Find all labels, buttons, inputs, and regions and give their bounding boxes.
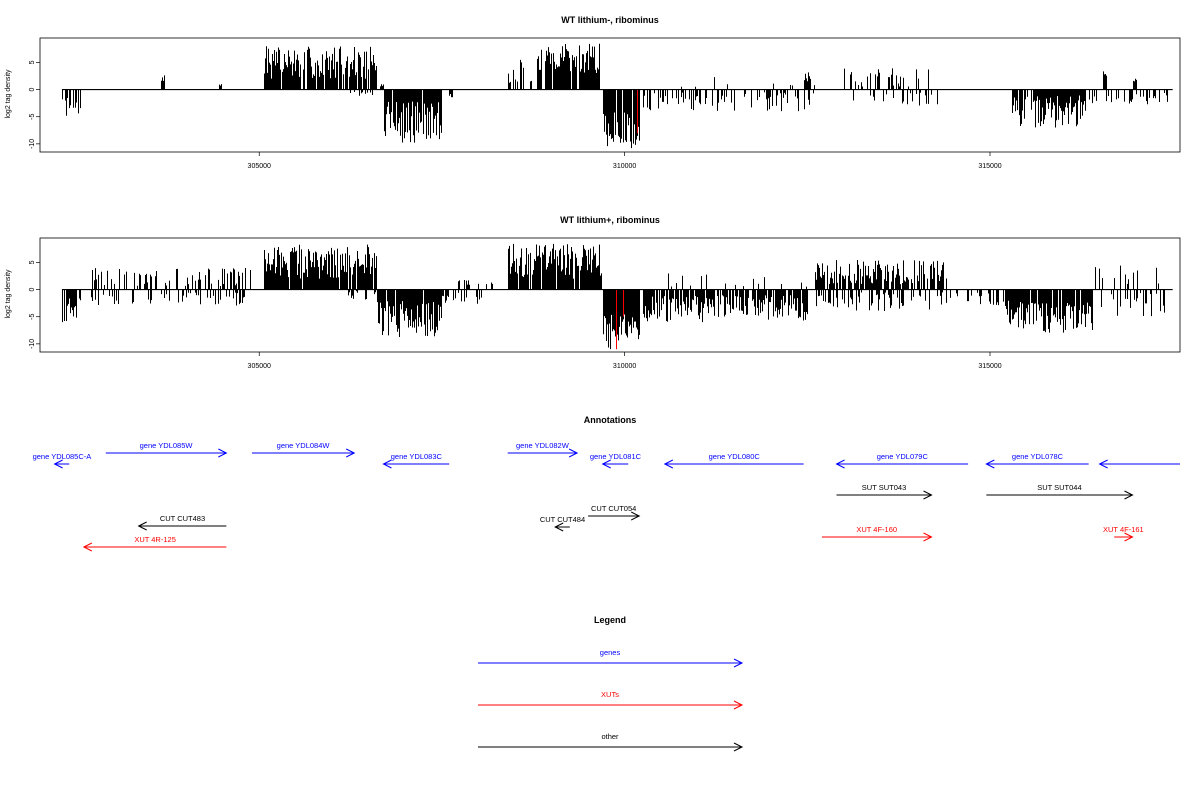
feature-arrow-head — [1098, 459, 1108, 469]
feature-label: XUT 4F-161 — [1103, 525, 1144, 534]
density-bars — [62, 243, 1165, 350]
feature-arrow-head — [1124, 532, 1134, 542]
feature-arrow-head — [1124, 490, 1134, 500]
legend-label: other — [601, 732, 619, 741]
track-panel-lithium-minus: WT lithium-, ribominus log2 tag density … — [5, 15, 1181, 170]
track-title: WT lithium+, ribominus — [560, 215, 660, 225]
feature-label: gene YDL083C — [391, 452, 443, 461]
feature-label: gene YDL085C-A — [33, 452, 92, 461]
feature-arrow-head — [137, 521, 147, 531]
y-tick-label: -10 — [29, 139, 36, 149]
annotation-feature: gene YDL078C — [985, 452, 1089, 469]
x-tick-label: 310000 — [613, 163, 636, 170]
feature-label: CUT CUT054 — [591, 504, 636, 513]
annotation-feature: XUT 4F-160 — [821, 525, 933, 542]
annotation-feature: CUT CUT054 — [588, 504, 641, 521]
feature-arrow-head — [53, 459, 63, 469]
y-tick-label: 5 — [29, 60, 36, 64]
feature-arrow-head — [382, 459, 392, 469]
feature-arrow-head — [923, 532, 933, 542]
feature-arrow-head — [346, 448, 356, 458]
feature-label: gene YDL080C — [709, 452, 761, 461]
legend-label: XUTs — [601, 690, 619, 699]
feature-label: gene YDL078C — [1012, 452, 1064, 461]
annotation-feature: CUT CUT483 — [137, 514, 227, 531]
legend-item: genes — [478, 648, 744, 668]
feature-arrow-head — [835, 459, 845, 469]
x-tick-label: 305000 — [248, 163, 271, 170]
legend-arrow-head — [733, 658, 744, 668]
feature-arrow-head — [923, 490, 933, 500]
plot-frame — [39, 237, 1181, 353]
x-tick-label: 310000 — [613, 363, 636, 370]
plot-frame — [39, 37, 1181, 153]
feature-label: gene YDL084W — [277, 441, 331, 450]
feature-arrow-head — [663, 459, 674, 469]
highlight-bars — [616, 289, 624, 350]
feature-arrow-head — [568, 448, 579, 458]
feature-arrow-head — [218, 448, 228, 458]
annotation-feature: gene YDL084W — [251, 441, 356, 458]
y-axis-label: log2 tag density — [5, 69, 12, 119]
feature-label: gene YDL085W — [140, 441, 194, 450]
y-tick-label: -5 — [29, 114, 36, 120]
feature-label: gene YDL081C — [590, 452, 642, 461]
annotation-feature: gene YDL081C — [590, 452, 642, 469]
feature-label: SUT SUT043 — [862, 483, 906, 492]
feature-arrow-head — [985, 459, 995, 469]
feature-label: XUT 4R-125 — [134, 535, 176, 544]
annotation-feature — [1098, 459, 1180, 469]
annotation-feature: CUT CUT484 — [540, 515, 585, 532]
annotation-feature: SUT SUT043 — [836, 483, 933, 500]
annotation-feature: XUT 4R-125 — [82, 535, 227, 552]
track-title: WT lithium-, ribominus — [561, 15, 659, 25]
annotation-feature: gene YDL082W — [507, 441, 579, 458]
y-tick-label: -5 — [29, 314, 36, 320]
feature-label: CUT CUT484 — [540, 515, 585, 524]
annotation-feature: gene YDL083C — [382, 452, 450, 469]
track-panel-lithium-plus: WT lithium+, ribominus log2 tag density … — [5, 215, 1181, 370]
feature-arrow-head — [631, 511, 641, 521]
legend-panel: Legend genes XUTs other — [478, 615, 744, 752]
feature-label: SUT SUT044 — [1037, 483, 1081, 492]
legend-title: Legend — [594, 615, 626, 625]
y-tick-label: 5 — [29, 260, 36, 264]
x-tick-label: 315000 — [978, 163, 1001, 170]
feature-arrow-head — [601, 459, 611, 469]
x-tick-label: 315000 — [978, 363, 1001, 370]
legend-arrow-head — [733, 700, 744, 710]
y-tick-label: 0 — [29, 288, 36, 292]
feature-label: gene YDL079C — [877, 452, 929, 461]
legend-arrow-head — [733, 742, 744, 752]
density-bars — [62, 43, 1168, 149]
feature-label: XUT 4F-160 — [856, 525, 897, 534]
feature-arrow-head — [82, 542, 93, 552]
legend-item: XUTs — [478, 690, 744, 710]
annotation-feature: SUT SUT044 — [986, 483, 1134, 500]
legend-label: genes — [600, 648, 621, 657]
y-axis-label: log2 tag density — [5, 269, 12, 319]
feature-arrow-head — [554, 522, 564, 532]
annotations-title: Annotations — [584, 415, 637, 425]
y-tick-label: -10 — [29, 339, 36, 349]
annotation-feature: gene YDL085C-A — [33, 452, 92, 469]
feature-label: CUT CUT483 — [160, 514, 205, 523]
annotation-feature: gene YDL085W — [105, 441, 228, 458]
legend-item: other — [478, 732, 744, 752]
y-tick-label: 0 — [29, 88, 36, 92]
feature-label: gene YDL082W — [516, 441, 570, 450]
x-tick-label: 305000 — [248, 363, 271, 370]
annotations-panel: Annotations gene YDL085C-A gene YDL085W ge… — [33, 415, 1180, 552]
annotation-feature: gene YDL080C — [663, 452, 804, 469]
annotation-feature: gene YDL079C — [835, 452, 969, 469]
annotation-feature: XUT 4F-161 — [1103, 525, 1144, 542]
